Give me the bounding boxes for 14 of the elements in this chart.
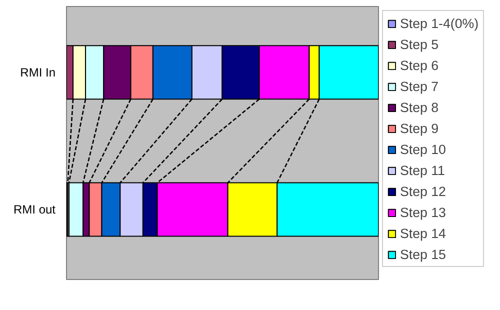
legend-label: Step 6 bbox=[400, 57, 439, 73]
legend-label: Step 14 bbox=[400, 225, 446, 241]
legend-label: Step 13 bbox=[400, 204, 446, 220]
legend-label: Step 15 bbox=[400, 246, 446, 262]
legend-label: Step 5 bbox=[400, 36, 439, 52]
y-tick-label: RMI out bbox=[13, 202, 56, 217]
legend-label: Step 8 bbox=[400, 99, 439, 115]
y-tick-label: RMI In bbox=[20, 65, 56, 80]
legend-label: Step 9 bbox=[400, 120, 439, 136]
legend-label: Step 1-4(0%) bbox=[400, 15, 479, 31]
legend-label: Step 12 bbox=[400, 183, 446, 199]
legend-label: Step 10 bbox=[400, 141, 446, 157]
legend-label: Step 11 bbox=[400, 162, 445, 178]
legend-label: Step 7 bbox=[400, 78, 439, 94]
